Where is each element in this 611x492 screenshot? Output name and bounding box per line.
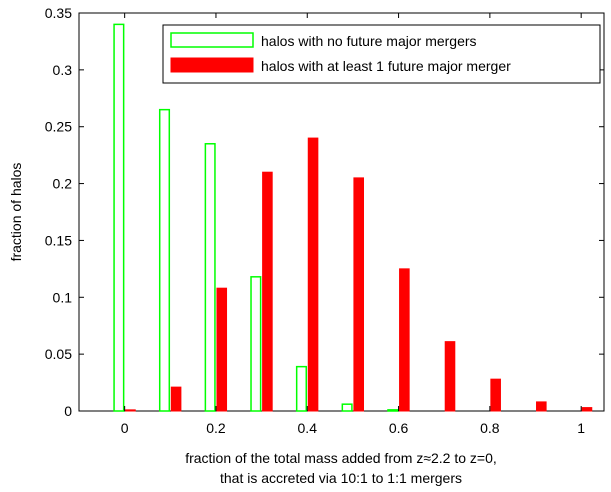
y-tick-label: 0.3	[53, 62, 73, 78]
legend-label-red: halos with at least 1 future major merge…	[261, 58, 511, 74]
bar-future-major-merger	[490, 378, 501, 412]
bar-future-major-merger	[353, 177, 365, 412]
legend-label-green: halos with no future major mergers	[261, 33, 477, 49]
x-axis-label-line-2: that is accreted via 10:1 to 1:1 mergers	[220, 470, 462, 486]
y-tick-label: 0.15	[45, 232, 72, 248]
y-axis-label: fraction of halos	[8, 163, 24, 262]
bar-future-major-merger	[307, 137, 319, 412]
bar-future-major-merger	[170, 386, 182, 412]
y-tick-labels: 0 0.05 0.1 0.15 0.2 0.25 0.3 0.35	[45, 5, 72, 419]
bar-future-major-merger	[399, 268, 410, 412]
x-tick-label: 0.2	[206, 420, 226, 436]
bar-no-future-mergers	[295, 365, 308, 412]
y-tick-label: 0.2	[53, 176, 73, 192]
legend-swatch-green	[170, 32, 254, 48]
series-future-major-merger	[125, 137, 593, 412]
x-tick-label: 0	[121, 420, 129, 436]
bar-future-major-merger	[125, 409, 136, 412]
y-tick-label: 0	[64, 403, 72, 419]
bar-future-major-merger	[581, 407, 593, 412]
axis-ticks	[79, 12, 604, 412]
bar-no-future-mergers	[387, 409, 399, 412]
legend: halos with no future major mergers halos…	[162, 24, 601, 84]
x-tick-label: 0.4	[298, 420, 318, 436]
y-tick-label: 0.1	[53, 289, 73, 305]
legend-box	[162, 24, 601, 84]
bar-future-major-merger	[444, 341, 456, 412]
bar-no-future-mergers	[113, 23, 125, 412]
legend-swatch-red	[170, 57, 254, 73]
x-tick-label: 0.8	[480, 420, 500, 436]
bar-future-major-merger	[262, 171, 273, 412]
y-tick-label: 0.25	[45, 119, 72, 135]
x-axis-label-line-1: fraction of the total mass added from z≈…	[185, 450, 497, 466]
y-tick-label: 0.05	[45, 346, 72, 362]
y-tick-label: 0.35	[45, 5, 72, 21]
x-tick-label: 1	[577, 420, 585, 436]
series-no-future-mergers	[113, 23, 399, 412]
bar-no-future-mergers	[341, 403, 353, 412]
bar-no-future-mergers	[250, 276, 262, 412]
bar-future-major-merger	[536, 401, 547, 412]
bar-no-future-mergers	[204, 143, 216, 412]
x-tick-labels: 0 0.2 0.4 0.6 0.8 1	[121, 420, 586, 436]
bar-no-future-mergers	[158, 108, 171, 412]
x-tick-label: 0.6	[389, 420, 409, 436]
bar-future-major-merger	[216, 287, 228, 412]
